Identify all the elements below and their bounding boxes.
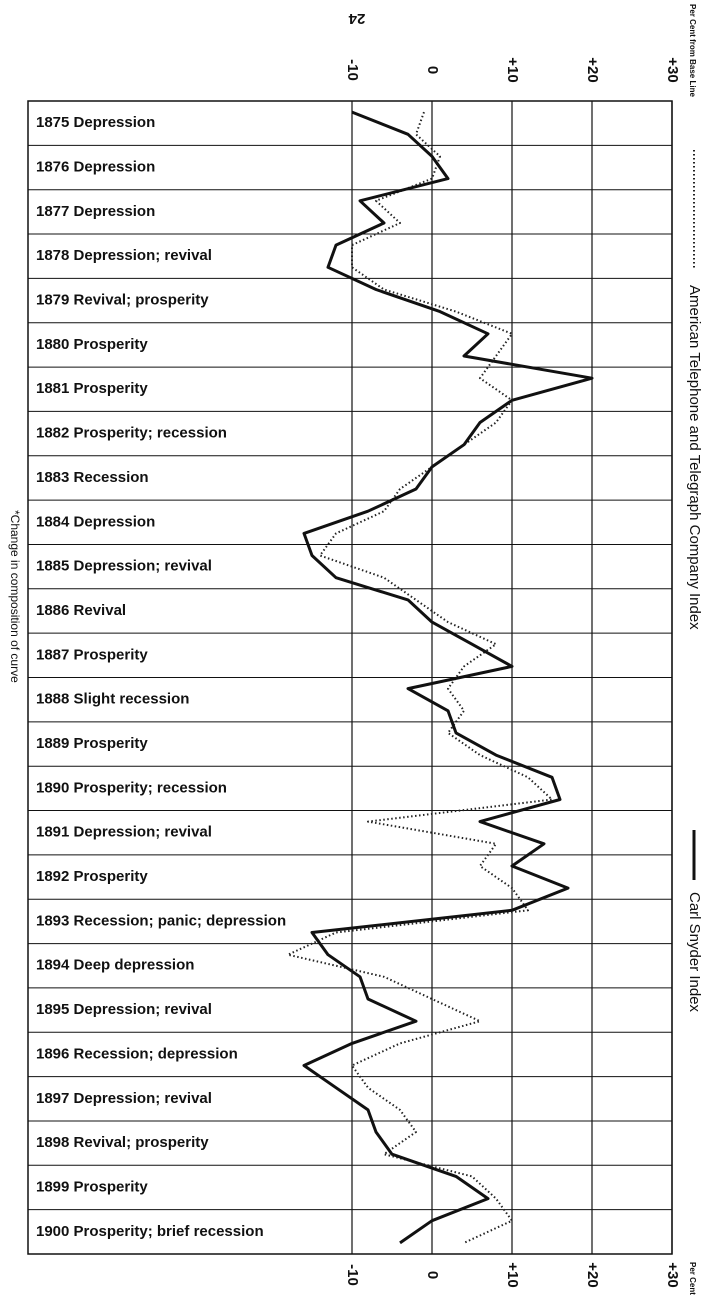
series-line [302,110,594,1245]
x-tick-label-bottom: +10 [504,1262,521,1287]
row-label: 1895 Depression; revival [36,1001,212,1018]
row-label: 1891 Depression; revival [36,824,212,841]
row-label: 1898 Revival; prosperity [36,1134,209,1151]
row-label: 1882 Prosperity; recession [36,425,227,442]
row-label: 1899 Prosperity [36,1178,148,1195]
x-tick-label-top: +10 [504,57,521,82]
series-line [287,111,553,1244]
row-label: 1900 Prosperity; brief recession [36,1223,264,1240]
row-label: 1893 Recession; panic; depression [36,912,286,929]
x-tick-label-bottom: -10 [344,1264,361,1286]
page-number: 24 [348,10,365,27]
axis-label-bottom: Per Cent from Base Line [688,1262,697,1297]
x-tick-label-bottom: +20 [584,1262,601,1287]
row-label: 1881 Prosperity [36,380,148,397]
row-label: 1879 Revival; prosperity [36,292,209,309]
legend-label: Carl Snyder Index [686,892,703,1013]
x-tick-label-top: +20 [584,57,601,82]
row-label: 1878 Depression; revival [36,247,212,264]
row-label: 1896 Recession; depression [36,1045,238,1062]
row-label: 1890 Prosperity; recession [36,779,227,796]
row-label: 1883 Recession [36,469,149,486]
x-tick-label-bottom: +30 [664,1262,681,1287]
axis-label-top: Per Cent from Base Line [688,4,697,97]
row-label: 1892 Prosperity [36,868,148,885]
row-label: 1880 Prosperity [36,336,148,353]
footnote: *Change in composition of curve [8,510,22,683]
row-label: 1889 Prosperity [36,735,148,752]
legend-label: American Telephone and Telegraph Company… [686,285,703,630]
x-tick-label-top: 0 [424,66,441,74]
row-label: 1894 Deep depression [36,957,194,974]
row-label: 1876 Depression [36,158,155,175]
x-tick-label-bottom: 0 [424,1271,441,1279]
row-label: 1877 Depression [36,203,155,220]
x-tick-label-top: -10 [344,59,361,81]
row-label: 1885 Depression; revival [36,558,212,575]
row-label: 1888 Slight recession [36,691,189,708]
x-tick-label-top: +30 [664,57,681,82]
row-label: 1875 Depression [36,114,155,131]
row-label: 1884 Depression [36,513,155,530]
row-label: 1887 Prosperity [36,646,148,663]
row-label: 1897 Depression; revival [36,1090,212,1107]
row-label: 1886 Revival [36,602,126,619]
